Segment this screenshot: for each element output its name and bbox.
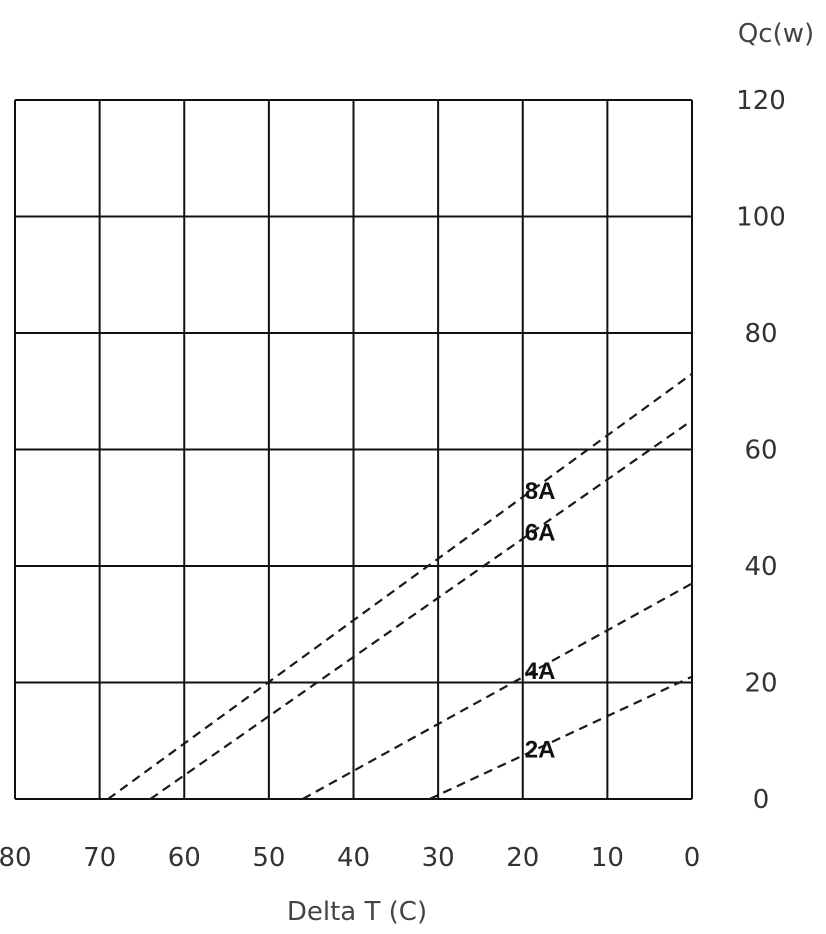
x-axis-title: Delta T (C) bbox=[287, 897, 427, 927]
y-tick-label: 60 bbox=[744, 436, 777, 466]
y-axis-title: Qc(w) bbox=[738, 19, 814, 49]
series-lines bbox=[107, 372, 693, 800]
x-tick-labels: 80 70 60 50 40 30 20 10 0 bbox=[0, 843, 700, 873]
series-label-4A: 4A bbox=[525, 658, 556, 685]
x-tick-label: 10 bbox=[591, 843, 624, 873]
x-tick-label: 40 bbox=[337, 843, 370, 873]
series-labels: 8A 6A 4A 2A bbox=[525, 478, 556, 764]
series-line-8A bbox=[107, 372, 693, 800]
x-tick-label: 0 bbox=[684, 843, 701, 873]
series-label-8A: 8A bbox=[525, 478, 556, 505]
y-tick-label: 100 bbox=[736, 203, 786, 233]
y-tick-label: 0 bbox=[753, 785, 770, 815]
x-tick-label: 60 bbox=[168, 843, 201, 873]
x-tick-label: 50 bbox=[252, 843, 285, 873]
x-tick-label: 80 bbox=[0, 843, 32, 873]
y-tick-label: 40 bbox=[744, 552, 777, 582]
x-tick-label: 70 bbox=[83, 843, 116, 873]
series-line-6A bbox=[149, 419, 693, 800]
series-label-2A: 2A bbox=[525, 737, 556, 764]
y-tick-label: 120 bbox=[736, 86, 786, 116]
y-tick-label: 20 bbox=[744, 669, 777, 699]
y-tick-labels: 0 20 40 60 80 100 120 bbox=[736, 86, 786, 815]
y-tick-label: 80 bbox=[744, 319, 777, 349]
series-line-2A bbox=[429, 675, 693, 800]
x-tick-label: 30 bbox=[422, 843, 455, 873]
series-label-6A: 6A bbox=[525, 520, 556, 547]
x-tick-label: 20 bbox=[506, 843, 539, 873]
grid-lines bbox=[14, 99, 693, 800]
